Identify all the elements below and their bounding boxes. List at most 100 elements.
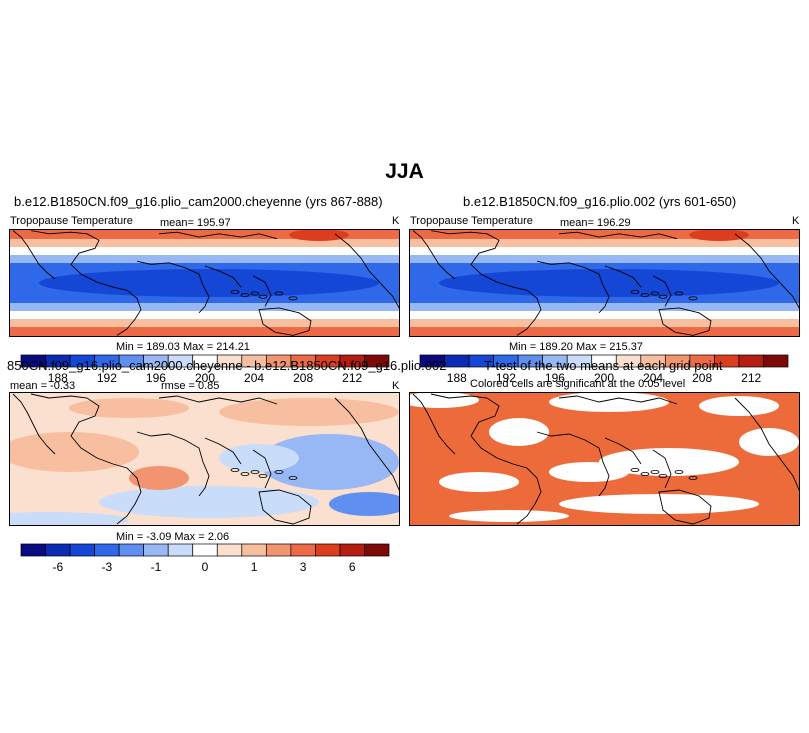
island-outline	[250, 470, 260, 475]
coastline	[653, 276, 671, 307]
panel4-subtitle: Colored cells are significant at the 0.0…	[470, 378, 686, 390]
coastline	[659, 308, 711, 335]
insignificant-region	[739, 428, 799, 456]
colorbar-tick-label: 200	[195, 371, 215, 385]
panel2-field-label: Tropopause Temperature	[410, 215, 533, 227]
colorbar-tick-label: 204	[643, 371, 663, 385]
panel4-map	[409, 392, 800, 526]
field-band	[409, 229, 800, 239]
coastline	[159, 396, 277, 404]
island-outline	[250, 291, 260, 296]
field-band	[409, 327, 800, 337]
panel4-title: T-test of the two means at each grid poi…	[484, 358, 723, 373]
colorbar-tick-label: 196	[146, 371, 166, 385]
colorbar-tick-label: 200	[594, 371, 614, 385]
coastline	[335, 398, 400, 492]
map-frame	[9, 229, 400, 337]
field-band	[9, 319, 400, 327]
island-outline	[688, 296, 698, 301]
field-band	[409, 319, 800, 327]
coastline	[137, 261, 209, 313]
colorbar-tick-label: 192	[496, 371, 516, 385]
island-outline	[230, 289, 240, 294]
coastline	[137, 432, 209, 496]
insignificant-region	[699, 396, 779, 416]
map-frame	[409, 229, 800, 337]
anomaly-region	[219, 398, 399, 426]
panel1-map	[9, 229, 400, 337]
insignificant-region	[559, 494, 759, 514]
map-frame	[9, 392, 400, 526]
coastline	[413, 394, 455, 454]
field-band	[9, 239, 400, 247]
colorbar-cell	[45, 543, 71, 557]
field-band	[9, 229, 400, 239]
field-band	[9, 311, 400, 319]
colorbar-cell	[118, 543, 145, 557]
island-outline	[688, 476, 698, 481]
coastline	[31, 394, 141, 524]
coastline	[431, 231, 541, 336]
coastline	[659, 490, 711, 524]
coastline	[605, 266, 641, 287]
coastline	[253, 276, 271, 307]
coastline	[159, 232, 277, 238]
colorbar-tick-label: -3	[102, 560, 113, 574]
colorbar-tick-label: -1	[151, 560, 162, 574]
coastline	[537, 432, 609, 496]
colorbar-cell	[94, 543, 120, 557]
field-band	[9, 247, 400, 255]
field-band	[9, 255, 400, 263]
panel2-minmax: Min = 189.20 Max = 215.37	[509, 341, 643, 353]
coastline	[605, 438, 641, 464]
island-outline	[258, 294, 268, 299]
island-outline	[288, 476, 298, 481]
colorbar-cell	[192, 543, 218, 557]
insignificant-region	[549, 392, 669, 412]
colorbar-tick-label: 208	[692, 371, 712, 385]
island-outline	[240, 472, 250, 477]
island-outline	[274, 470, 284, 475]
insignificant-region	[489, 418, 549, 446]
field-band	[9, 327, 400, 337]
panel2-colorbar: 188 192 196 200 204 208 212	[419, 354, 789, 386]
colorbar-cell	[143, 543, 169, 557]
colorbar-cell	[167, 543, 194, 557]
coastline	[13, 231, 55, 279]
colorbar-tick-label: 212	[342, 371, 362, 385]
colorbar-tick-label: 0	[202, 560, 209, 574]
anomaly-region	[129, 466, 189, 490]
island-outline	[658, 474, 668, 479]
panel3-colorbar: -6 -3 -1 0 1 3 6	[20, 543, 390, 575]
colorbar-cell	[241, 543, 267, 557]
island-outline	[258, 474, 268, 479]
cold-core	[39, 269, 379, 297]
coastline	[13, 394, 55, 454]
island-outline	[674, 291, 684, 296]
insignificant-region	[549, 462, 629, 482]
colorbar-cell	[290, 543, 316, 557]
colorbar-tick-label: 188	[48, 371, 68, 385]
island-outline	[674, 470, 684, 475]
panel3-units: K	[392, 380, 400, 392]
cold-core	[439, 269, 779, 297]
coastline	[335, 234, 400, 310]
colorbar-tick-label: 196	[545, 371, 565, 385]
colorbar-cell	[738, 354, 764, 368]
map-frame	[409, 392, 800, 526]
anomaly-region	[259, 434, 399, 490]
anomaly-region	[99, 486, 319, 518]
colorbar-cell	[20, 543, 46, 557]
colorbar-tick-label: 188	[447, 371, 467, 385]
colorbar-tick-label: 204	[244, 371, 264, 385]
coastline	[559, 232, 677, 238]
panel2-map	[409, 229, 800, 337]
panel1-mean: mean= 195.97	[160, 217, 231, 229]
island-outline	[650, 291, 660, 296]
panel3-rmse: rmse = 0.85	[161, 380, 220, 392]
colorbar-cell	[315, 543, 341, 557]
coastline	[259, 490, 311, 524]
colorbar-cell	[763, 354, 789, 368]
insignificant-region	[409, 392, 479, 408]
insignificant-region	[599, 448, 739, 476]
